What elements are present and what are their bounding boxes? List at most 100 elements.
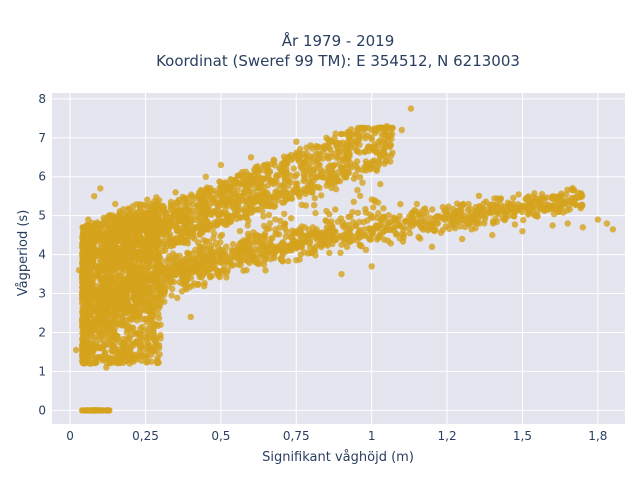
data-point — [399, 231, 406, 238]
data-point — [332, 206, 339, 213]
data-point — [271, 194, 278, 202]
data-point — [184, 249, 191, 256]
data-point — [85, 407, 92, 414]
data-point — [151, 320, 159, 328]
data-point — [120, 304, 127, 312]
data-point — [489, 231, 496, 239]
data-point — [82, 348, 89, 355]
data-point — [309, 154, 316, 161]
data-point — [97, 328, 105, 335]
data-point — [264, 202, 271, 209]
data-point — [277, 217, 284, 224]
data-point — [114, 318, 122, 325]
data-point — [318, 192, 325, 199]
data-point — [241, 187, 248, 194]
data-point — [131, 310, 139, 317]
data-point — [131, 339, 139, 347]
data-point — [578, 202, 586, 210]
data-point — [384, 223, 391, 230]
data-point — [359, 179, 366, 186]
data-point — [122, 221, 129, 228]
data-point — [323, 217, 330, 225]
data-point — [316, 155, 323, 162]
y-tick-label: 4 — [38, 248, 46, 262]
data-point — [256, 195, 263, 202]
data-point — [323, 240, 331, 248]
data-point — [307, 179, 314, 186]
data-point — [151, 229, 158, 236]
data-point — [152, 217, 159, 224]
data-point — [136, 293, 144, 300]
data-point — [504, 203, 512, 210]
data-point — [143, 359, 150, 366]
data-point — [223, 274, 230, 281]
data-point — [150, 304, 158, 312]
data-point — [157, 335, 164, 342]
data-point — [468, 226, 475, 233]
data-point — [334, 218, 342, 225]
data-point — [376, 231, 383, 238]
data-point — [121, 279, 128, 287]
data-point — [168, 292, 175, 299]
data-point — [362, 246, 370, 253]
data-point — [160, 207, 167, 214]
data-point — [171, 222, 178, 230]
data-point — [202, 219, 209, 226]
data-point — [157, 321, 164, 328]
data-point — [176, 239, 183, 246]
data-point — [155, 280, 162, 287]
data-point — [230, 187, 238, 194]
data-point — [325, 180, 332, 187]
data-point — [207, 187, 215, 194]
data-point — [230, 247, 237, 254]
data-point — [229, 240, 237, 248]
data-point — [87, 236, 95, 244]
data-point — [203, 204, 211, 211]
data-point — [271, 202, 279, 209]
data-point — [127, 243, 134, 250]
data-point — [609, 226, 617, 233]
data-point — [128, 305, 135, 313]
data-point — [438, 215, 445, 222]
data-point — [95, 333, 102, 340]
data-point — [323, 134, 330, 141]
data-point — [90, 272, 98, 279]
data-point — [557, 193, 564, 200]
data-point — [158, 297, 165, 304]
data-point — [265, 173, 272, 180]
data-point — [125, 227, 132, 234]
data-point — [242, 254, 249, 261]
data-point — [145, 331, 152, 339]
data-point — [251, 248, 258, 256]
data-point — [240, 267, 247, 274]
data-point — [320, 143, 327, 151]
data-point — [91, 407, 98, 414]
data-point — [281, 210, 288, 218]
data-point — [424, 227, 432, 234]
data-point — [265, 242, 273, 250]
data-point — [146, 299, 154, 306]
data-point — [474, 208, 481, 215]
data-point — [520, 216, 527, 224]
data-point — [265, 211, 273, 219]
data-point — [84, 280, 91, 287]
data-point — [108, 301, 115, 308]
data-point — [439, 226, 446, 234]
data-point — [313, 143, 320, 150]
data-point — [79, 256, 86, 264]
data-point — [312, 209, 319, 217]
data-point — [261, 257, 268, 264]
data-point — [188, 264, 195, 271]
data-point — [564, 220, 571, 227]
data-point — [354, 209, 362, 216]
data-point — [238, 241, 246, 249]
data-point — [538, 198, 545, 205]
data-point — [225, 212, 233, 220]
data-point — [97, 407, 104, 414]
data-point — [256, 259, 263, 266]
data-point — [129, 276, 136, 284]
data-point — [127, 333, 134, 340]
data-point — [243, 197, 251, 204]
data-point — [112, 262, 120, 269]
data-point — [382, 142, 389, 150]
